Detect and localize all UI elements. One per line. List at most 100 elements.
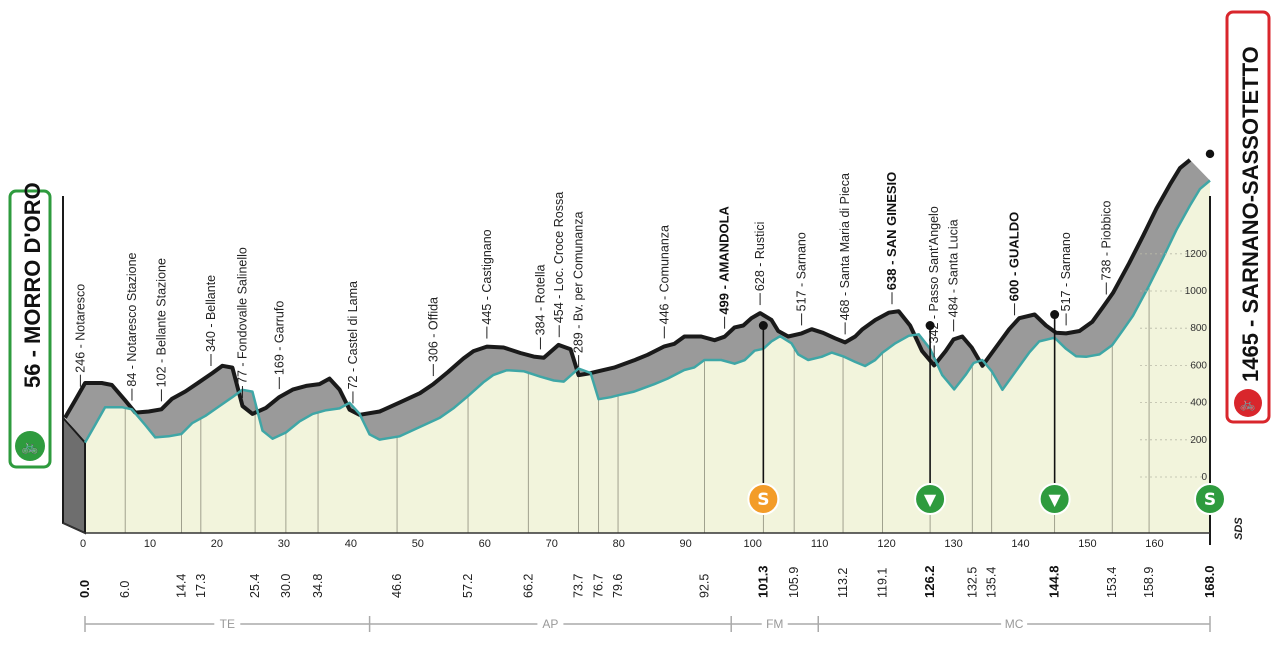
km-marker-label: 153.4 [1105, 567, 1119, 598]
waypoint-label: 306 - Offida [426, 297, 440, 362]
cyclist-glyph: 🚲 [1240, 397, 1256, 412]
profile-edge-line [83, 179, 1211, 444]
gpm-icon [914, 483, 947, 515]
waypoint-labels: 246 - Notaresco 84 - Notaresco Stazione 10… [73, 172, 1113, 404]
waypoint-label: 446 - Comunanza [657, 225, 671, 324]
province-label: TE [220, 617, 235, 631]
km-marker-label: 17.3 [194, 574, 208, 598]
axis-tick-label: 80 [613, 538, 625, 550]
axis-tick-label: 0 [80, 538, 86, 550]
cyclist-icon [15, 431, 45, 461]
waypoint-label: 384 - Rotella [533, 264, 547, 335]
axis-tick-label: 130 [944, 538, 962, 550]
waypoint-label: 84 - Notaresco Stazione [125, 252, 139, 386]
km-marker-label: 79.6 [611, 574, 625, 598]
km-marker-label: 34.8 [311, 574, 325, 598]
km-marker-label: 46.6 [390, 574, 404, 598]
finish-title: 1465 - SARNANO-SASSOTETTO [1238, 46, 1263, 382]
axis-tick-label: 10 [144, 538, 156, 550]
km-marker-label: 6.0 [118, 581, 132, 598]
gpm-icon [1194, 483, 1226, 515]
gpm-icon [1038, 483, 1071, 515]
km-marker-label: 14.4 [174, 574, 188, 598]
axis-tick-label: 150 [1078, 538, 1096, 550]
province-label: MC [1005, 617, 1024, 631]
altitude-tick-label: 800 [1190, 323, 1207, 334]
marker-symbol: ▼ [924, 490, 937, 509]
waypoint-label: 517 - Sarnano [1059, 232, 1073, 311]
road-ribbon [65, 159, 1210, 443]
start-title: 56 - MORRO D'ORO [20, 182, 45, 388]
cyclist-glyph: 🚲 [21, 439, 38, 455]
axis-tick-label: 90 [680, 538, 692, 550]
marker-symbol: S [757, 490, 769, 510]
waypoint-label: 340 - Bellante [204, 275, 218, 352]
waypoint-label: 638 - SAN GINESIO [884, 172, 899, 290]
province-bar: TE AP FM MC [84, 616, 1211, 632]
waypoint-label: 600 - GUALDO [1007, 212, 1022, 302]
km-marker-label: 158.9 [1142, 567, 1156, 598]
km-marker-label: 92.5 [697, 574, 711, 598]
waypoint-label: 454 - Loc. Croce Rossa [552, 192, 566, 323]
distance-axis: 0 10 20 30 40 50 60 70 80 90 100 110 120 130 140 150 160… [77, 538, 1217, 598]
province-label-bg [1001, 616, 1028, 632]
axis-tick-label: 160 [1145, 538, 1163, 550]
waypoint-label: 499 - AMANDOLA [717, 205, 732, 314]
km-marker-label: 119.1 [876, 568, 890, 598]
waypoint-label: 72 - Castel di Lama [346, 281, 360, 389]
sprint-icon [747, 483, 780, 515]
axis-tick-label: 100 [743, 538, 761, 550]
km-marker-label: 76.7 [592, 574, 606, 598]
km-marker-label: 66.2 [521, 574, 535, 598]
axis-tick-label: 110 [811, 538, 829, 550]
altitude-tick-label: 1200 [1185, 249, 1208, 260]
altitude-tick-label: 600 [1190, 360, 1207, 371]
waypoint-label: 628 - Rustici [753, 222, 767, 291]
waypoint-label: 445 - Castignano [480, 229, 494, 324]
province-label-bg [214, 616, 241, 632]
waypoint-label: 246 - Notaresco [73, 284, 87, 373]
axis-tick-label: 120 [877, 538, 895, 550]
waypoint-label: 102 - Bellante Stazione [154, 258, 168, 387]
province-label-bg [537, 616, 564, 632]
km-marker-label: 135.4 [985, 567, 999, 598]
km-marker-label: 73.7 [572, 574, 586, 598]
waypoint-label: 342 - Passo Sant'Angelo [927, 206, 941, 343]
waypoint-label: 289 - Bv. per Comunanza [572, 212, 586, 354]
finish-dot [1204, 148, 1216, 160]
marker-symbol: S [1204, 490, 1216, 510]
waypoint-label: 169 - Garrufo [272, 301, 286, 375]
stage-markers: S ▼ ▼ S [747, 148, 1226, 515]
marker-dot [1050, 310, 1060, 320]
axis-tick-label: 30 [278, 538, 290, 550]
axis-tick-label: 60 [479, 538, 491, 550]
axis-tick-label: 50 [412, 538, 424, 550]
km-marker-label: 168.0 [1202, 565, 1217, 598]
marker-dot [758, 321, 768, 331]
profile-fill [85, 180, 1210, 533]
marker-dot [925, 321, 935, 331]
waypoint-label: 517 - Sarnano [795, 232, 809, 311]
km-marker-label: 113.2 [836, 568, 850, 598]
waypoint-label: 484 - Santa Lucia [947, 219, 961, 317]
waypoint-label: 738 - Piobbico [1099, 201, 1113, 281]
km-marker-label: 126.2 [922, 565, 937, 598]
province-label: AP [542, 617, 558, 631]
sds-logo: SDS [1233, 517, 1245, 540]
km-marker-label: 144.8 [1047, 565, 1062, 598]
altitude-tick-label: 0 [1201, 472, 1207, 483]
altitude-tick-label: 1000 [1185, 286, 1208, 297]
waypoint-label: 77 - Fondovalle Salinello [235, 247, 249, 384]
baseline-corner [62, 522, 86, 534]
km-marker-label: 30.0 [279, 574, 293, 598]
km-marker-label: 0.0 [77, 580, 92, 598]
km-marker-label: 132.5 [965, 567, 979, 598]
start-badge: 56 - MORRO D'ORO 🚲 [8, 182, 52, 469]
start-badge-frame [8, 189, 52, 469]
axis-tick-label: 20 [211, 538, 223, 550]
cyclist-icon [1234, 389, 1262, 417]
axis-tick-label: 40 [345, 538, 357, 550]
km-marker-label: 105.9 [787, 567, 801, 598]
finish-badge: 1465 - SARNANO-SASSOTETTO 🚲 [1225, 10, 1271, 424]
